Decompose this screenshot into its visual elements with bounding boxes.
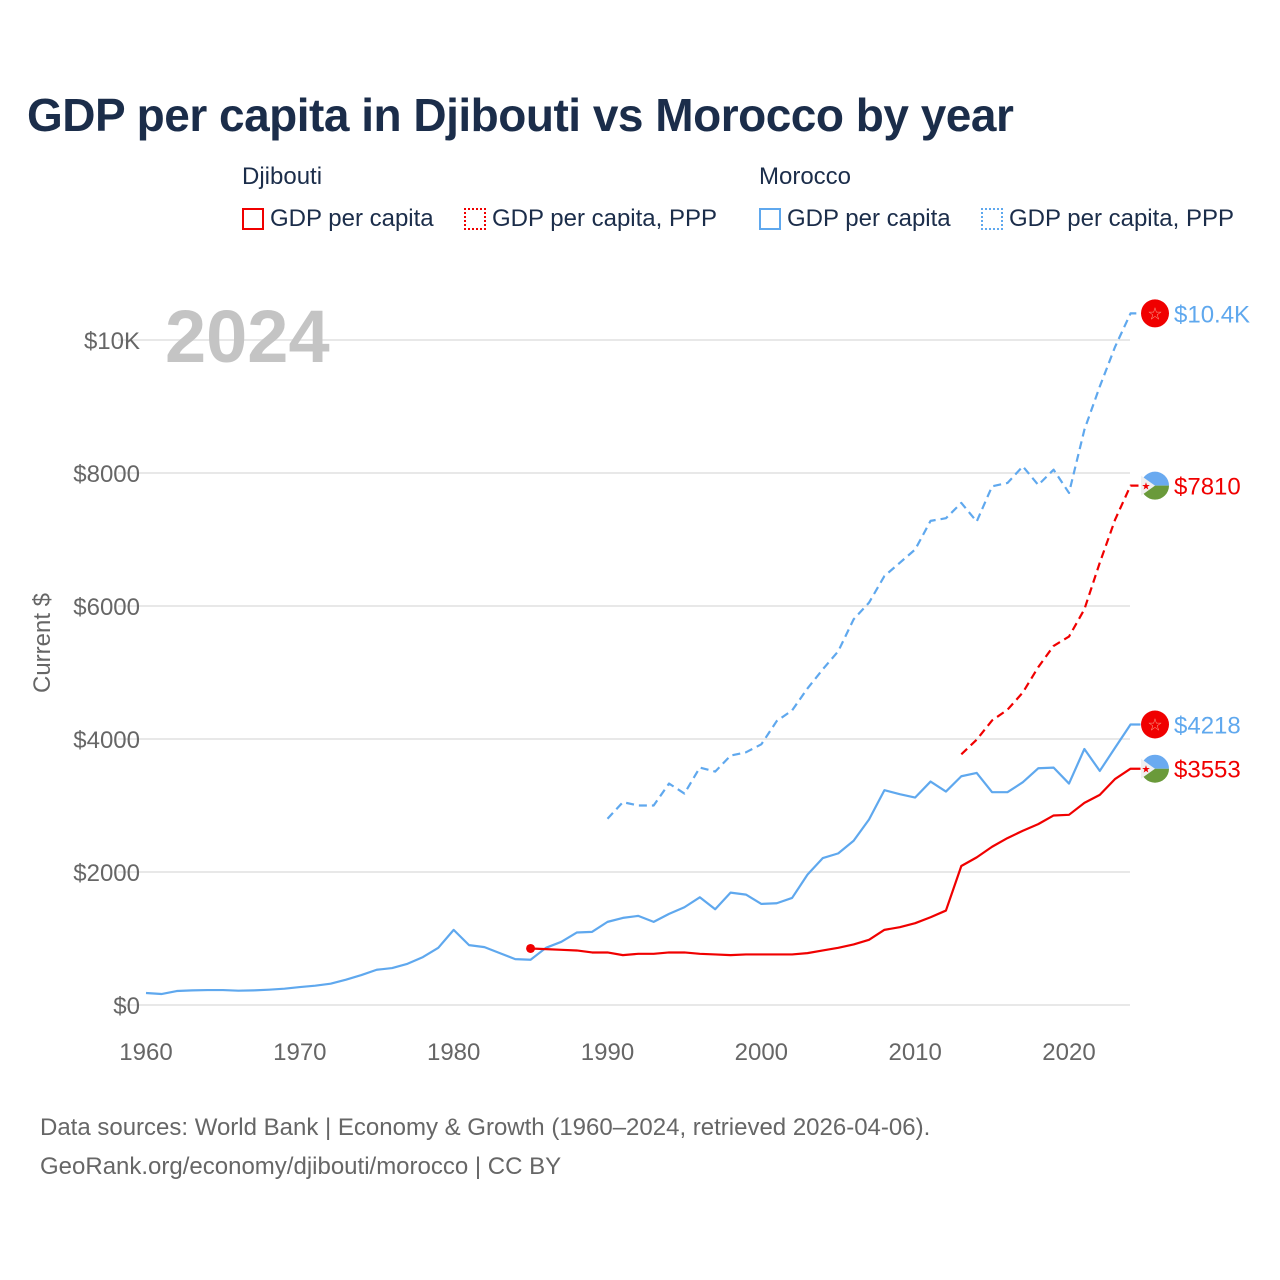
legend-group-djibouti: Djibouti — [242, 163, 323, 190]
y-tick-label: $4000 — [73, 727, 140, 754]
series-line — [145, 723, 1141, 996]
y-tick-label: $2000 — [73, 860, 140, 887]
x-tick-label: 1980 — [427, 1039, 480, 1066]
svg-text:☆: ☆ — [1147, 716, 1162, 735]
legend-group-morocco: Morocco — [759, 163, 852, 190]
svg-text:★: ★ — [1142, 765, 1151, 776]
footer-sources: Data sources: World Bank | Economy & Gro… — [40, 1114, 931, 1141]
legend-dotted-swatch — [981, 208, 1003, 230]
x-tick-label: 1960 — [119, 1039, 172, 1066]
series-line — [530, 767, 1141, 957]
legend-morocco-gdp[interactable]: GDP per capita — [759, 205, 951, 233]
morocco-flag-icon: ☆ — [1141, 710, 1169, 739]
legend-djibouti-ppp[interactable]: GDP per capita, PPP — [464, 205, 717, 233]
legend-label: GDP per capita, PPP — [492, 205, 717, 232]
y-axis-label: Current $ — [29, 593, 56, 693]
morocco-flag-icon: ☆ — [1141, 299, 1169, 328]
x-tick-label: 2000 — [735, 1039, 788, 1066]
end-value-label: $7810 — [1174, 474, 1241, 501]
footer: Data sources: World Bank | Economy & Gro… — [40, 1108, 930, 1186]
x-tick-label: 2020 — [1042, 1039, 1095, 1066]
legend-solid-swatch — [759, 208, 781, 230]
series-line — [960, 484, 1141, 756]
x-tick-label: 2010 — [888, 1039, 941, 1066]
legend-morocco-ppp[interactable]: GDP per capita, PPP — [981, 205, 1234, 233]
series-start-dot — [526, 943, 536, 953]
end-value-label: $10.4K — [1174, 301, 1250, 328]
series-line — [606, 312, 1141, 820]
y-tick-label: $6000 — [73, 594, 140, 621]
y-tick-label: $0 — [113, 993, 140, 1020]
legend-dotted-swatch — [464, 208, 486, 230]
x-tick-label: 1990 — [581, 1039, 634, 1066]
end-value-label: $3553 — [1174, 757, 1241, 784]
svg-text:☆: ☆ — [1147, 304, 1162, 323]
svg-text:★: ★ — [1142, 482, 1151, 493]
djibouti-flag-icon: ★ — [1141, 754, 1169, 783]
chart-title: GDP per capita in Djibouti vs Morocco by… — [27, 89, 1014, 141]
x-tick-label: 1970 — [273, 1039, 326, 1066]
djibouti-flag-icon: ★ — [1141, 471, 1169, 500]
footer-link[interactable]: GeoRank.org/economy/djibouti/morocco | C… — [40, 1153, 562, 1180]
y-tick-label: $8000 — [73, 461, 140, 488]
legend-label: GDP per capita — [270, 205, 434, 232]
year-watermark: 2024 — [165, 295, 330, 378]
end-value-label: $4218 — [1174, 713, 1241, 740]
legend-label: GDP per capita, PPP — [1009, 205, 1234, 232]
y-tick-label: $10K — [84, 328, 140, 355]
legend-label: GDP per capita — [787, 205, 951, 232]
legend-solid-swatch — [242, 208, 264, 230]
legend-djibouti-gdp[interactable]: GDP per capita — [242, 205, 434, 233]
